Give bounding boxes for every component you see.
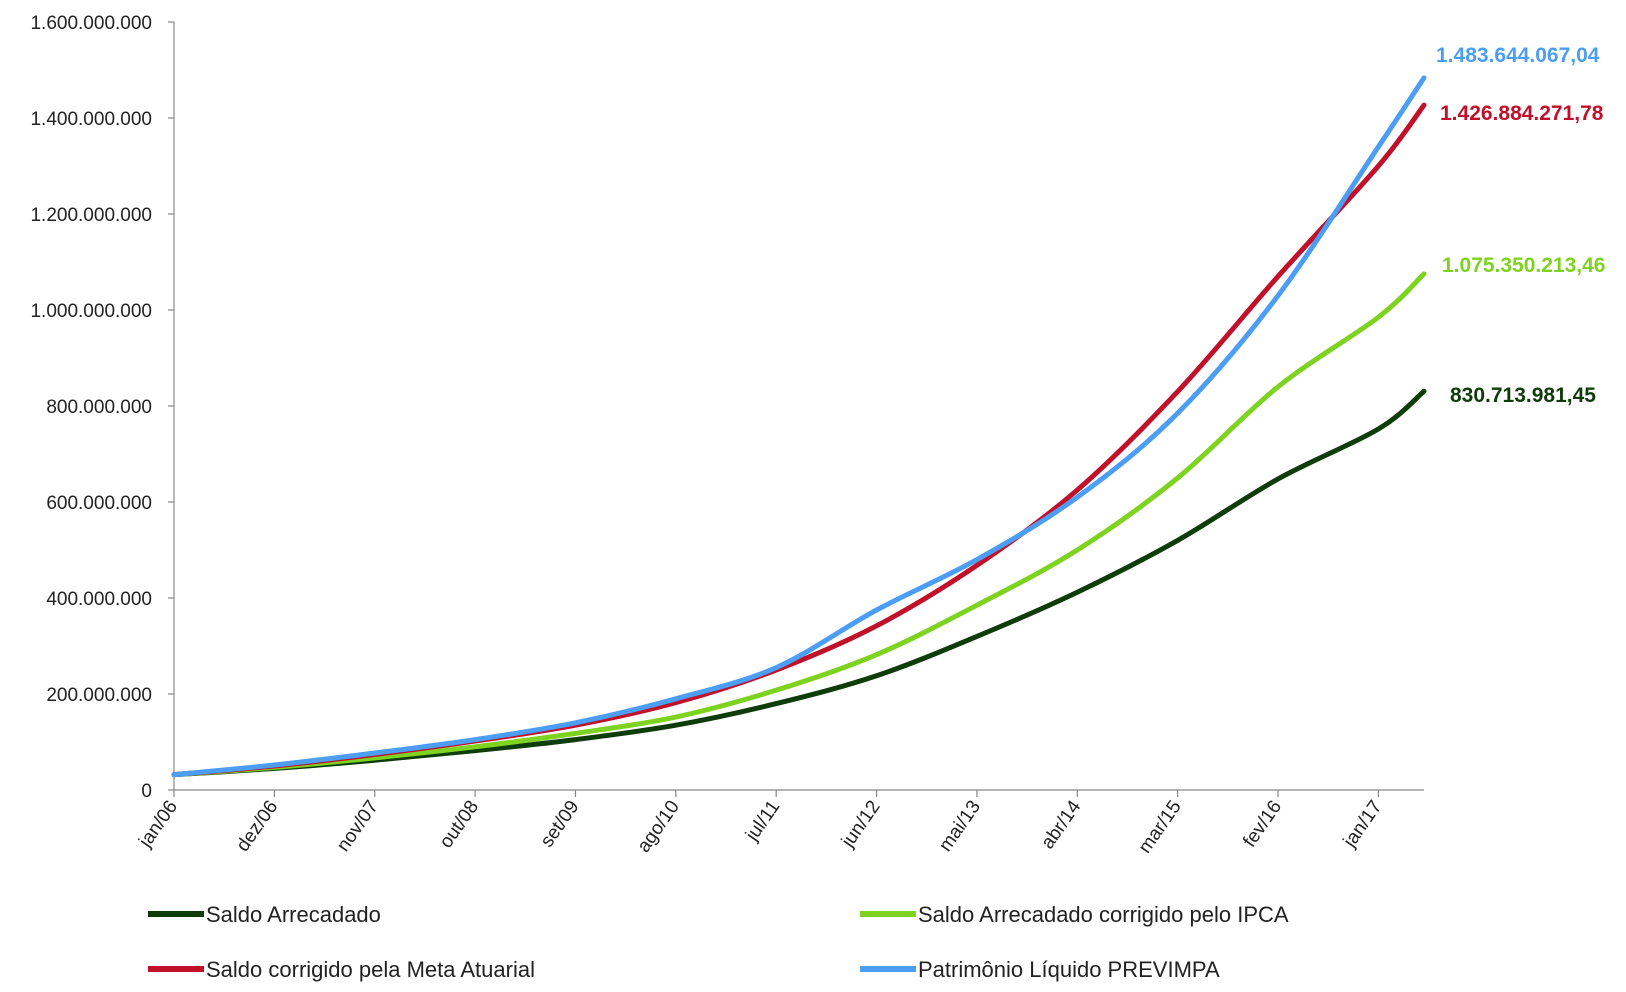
x-tick-label: mai/13 (935, 797, 985, 856)
x-tick-label: set/09 (537, 797, 584, 851)
x-tick-label: mar/15 (1135, 797, 1186, 857)
series-line-0 (171, 388, 1427, 778)
y-axis-ticks: 0 200.000.000 400.000.000 600.000.000 800.00… (30, 13, 174, 802)
end-label-1: 1.075.350.213,46 (1442, 254, 1606, 277)
y-tick-label: 800.000.000 (46, 397, 152, 418)
axes (173, 22, 1424, 791)
legend-label-3: Patrimônio Líquido PREVIMPA (918, 957, 1220, 982)
y-tick-label: 400.000.000 (46, 589, 152, 610)
x-tick-label: jun/12 (837, 797, 884, 852)
series-line-3 (171, 75, 1427, 778)
x-tick-label: jan/17 (1339, 797, 1386, 852)
y-tick-label: 1.600.000.000 (30, 13, 152, 34)
legend-label-0: Saldo Arrecadado (206, 902, 381, 927)
y-tick-label: 600.000.000 (46, 493, 152, 514)
y-tick-label: 1.400.000.000 (30, 109, 152, 130)
x-tick-label: abr/14 (1037, 796, 1085, 853)
y-tick-label: 1.200.000.000 (30, 205, 152, 226)
x-tick-label: jan/06 (135, 797, 182, 852)
x-tick-label: ago/10 (633, 797, 684, 857)
y-tick-label: 1.000.000.000 (30, 301, 152, 322)
end-labels: 830.713.981,45 1.075.350.213,46 1.426.884.… (1436, 44, 1606, 407)
x-tick-label: fev/16 (1239, 797, 1286, 851)
end-label-3: 1.483.644.067,04 (1436, 44, 1600, 67)
x-axis-ticks: jan/06 dez/06 nov/07 out/08 set/09 ago/10 jul/… (135, 790, 1386, 857)
x-tick-label: jul/11 (741, 797, 784, 846)
x-tick-label: dez/06 (233, 797, 283, 856)
series-line-1 (171, 271, 1427, 778)
x-tick-label: out/08 (436, 797, 484, 852)
series-lines (171, 75, 1427, 778)
end-label-2: 1.426.884.271,78 (1440, 102, 1604, 125)
y-tick-label: 200.000.000 (46, 685, 152, 706)
legend-label-2: Saldo corrigido pela Meta Atuarial (206, 957, 535, 982)
x-tick-label: nov/07 (333, 797, 383, 856)
y-tick-label: 0 (141, 781, 152, 802)
legend-label-1: Saldo Arrecadado corrigido pelo IPCA (918, 902, 1289, 927)
legend: Saldo Arrecadado Saldo Arrecadado corrigi… (148, 902, 1289, 982)
end-label-0: 830.713.981,45 (1450, 384, 1596, 407)
series-line-2 (171, 102, 1427, 778)
